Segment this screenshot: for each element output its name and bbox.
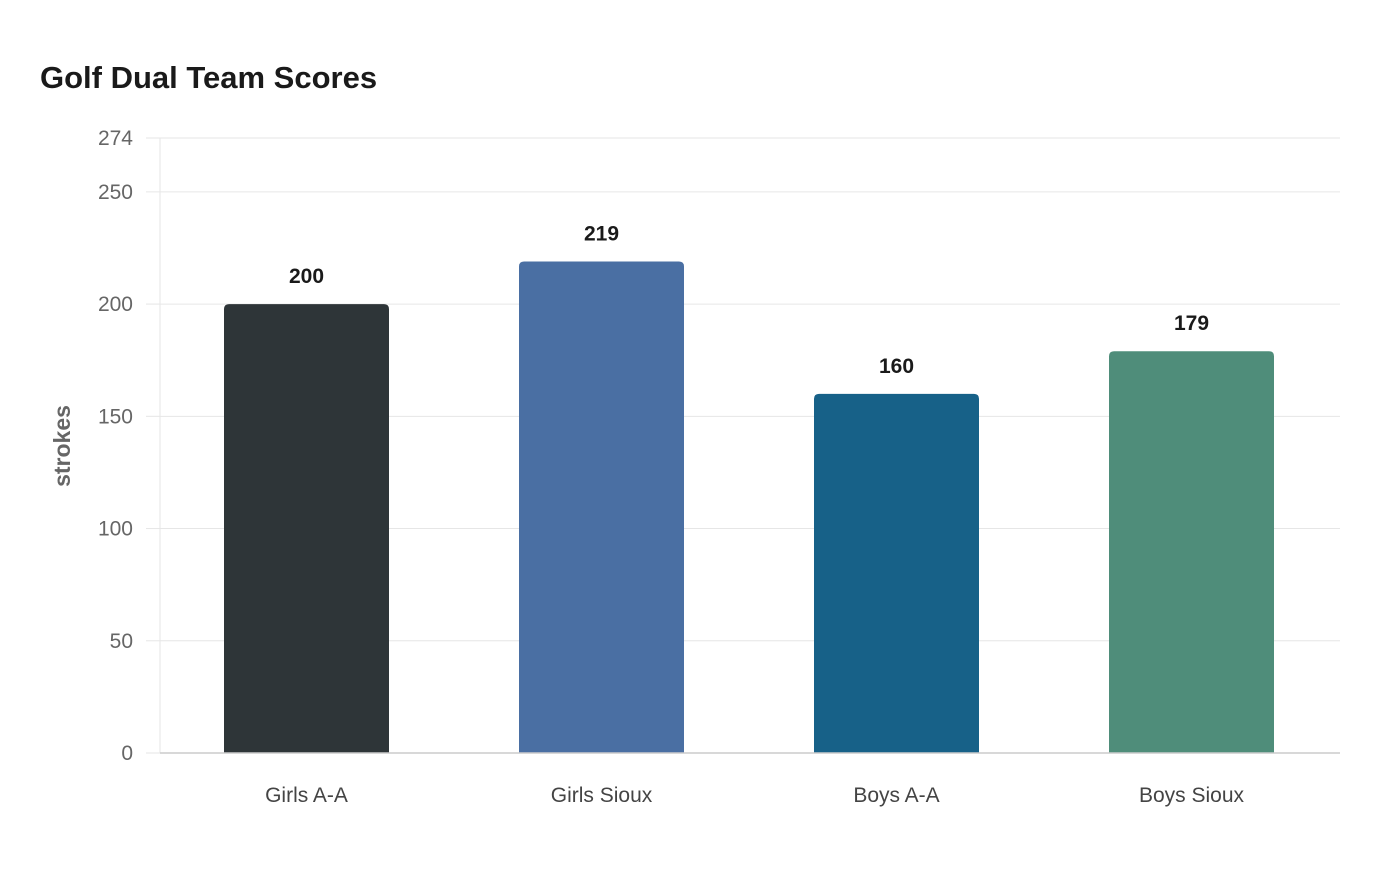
ytick-label-100: 100 xyxy=(98,518,133,541)
value-label-boys-a-a: 160 xyxy=(879,355,914,378)
bar-girls-sioux xyxy=(519,261,684,753)
category-label-boys-sioux: Boys Sioux xyxy=(1139,784,1245,807)
category-label-girls-sioux: Girls Sioux xyxy=(551,784,653,807)
y-axis-ticks: 0 50 100 150 200 250 274 xyxy=(98,127,160,765)
ytick-label-200: 200 xyxy=(98,293,133,316)
x-axis-categories: Girls A-A Girls Sioux Boys A-A Boys Sioux xyxy=(265,784,1244,807)
chart-title: Golf Dual Team Scores xyxy=(40,60,378,95)
bar-girls-a-a xyxy=(224,304,389,753)
ytick-label-274: 274 xyxy=(98,127,133,150)
value-label-girls-sioux: 219 xyxy=(584,222,619,245)
category-label-girls-a-a: Girls A-A xyxy=(265,784,348,807)
bar-boys-a-a xyxy=(814,393,979,753)
category-label-boys-a-a: Boys A-A xyxy=(853,784,939,807)
value-label-girls-a-a: 200 xyxy=(289,265,324,288)
ytick-label-250: 250 xyxy=(98,181,133,204)
y-axis-title: strokes xyxy=(49,405,75,487)
ytick-label-0: 0 xyxy=(121,742,133,765)
ytick-label-150: 150 xyxy=(98,405,133,428)
value-labels: 200 219 160 179 xyxy=(289,222,1209,377)
bar-boys-sioux xyxy=(1109,351,1274,753)
bars xyxy=(224,261,1274,753)
ytick-label-50: 50 xyxy=(110,630,133,653)
value-label-boys-sioux: 179 xyxy=(1174,312,1209,335)
